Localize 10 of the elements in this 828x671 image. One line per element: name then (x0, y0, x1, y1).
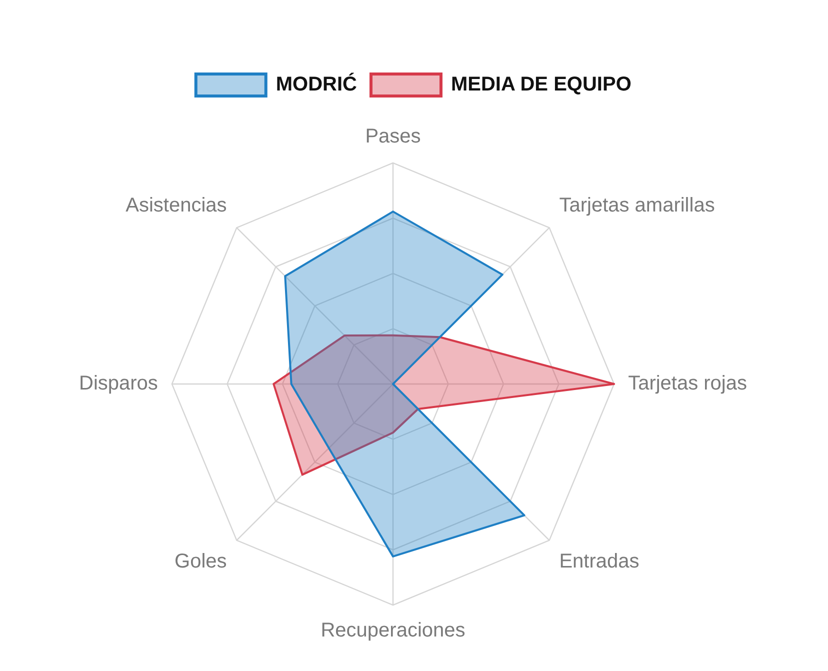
spoke-label: Tarjetas rojas (628, 372, 747, 395)
spoke-label: Tarjetas amarillas (559, 194, 715, 216)
spoke-label: Recuperaciones (320, 620, 466, 642)
spoke-label: Disparos (79, 372, 158, 395)
spoke-label: Entradas (559, 550, 640, 573)
legend-label: MEDIA DE EQUIPO (450, 74, 632, 96)
spoke-label: Goles (174, 550, 227, 573)
spoke-label: Asistencias (126, 194, 227, 216)
legend-label: MODRIĆ (276, 72, 357, 96)
spoke-label: Pases (365, 125, 421, 148)
